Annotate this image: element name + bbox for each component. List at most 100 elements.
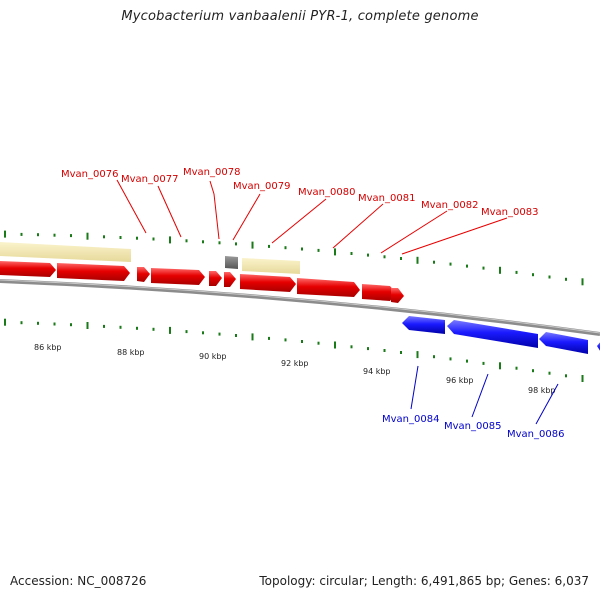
upper-tick-track <box>4 230 584 286</box>
gene-label-mvan-0079[interactable]: Mvan_0079 <box>233 181 290 192</box>
minor-tick <box>301 247 303 251</box>
kbp-scale-labels: 86 kbp 88 kbp 90 kbp 92 kbp 94 kbp 96 kb… <box>34 343 556 395</box>
callout-line <box>213 193 220 240</box>
minor-tick <box>515 366 518 370</box>
minor-tick <box>383 255 386 259</box>
other-feature-track <box>0 242 300 274</box>
gene-label-mvan-0086[interactable]: Mvan_0086 <box>507 429 564 440</box>
callout-line <box>332 203 384 249</box>
minor-tick <box>70 234 72 238</box>
gene-label-mvan-0084[interactable]: Mvan_0084 <box>382 414 439 425</box>
forward-gene-arrow[interactable] <box>297 278 360 297</box>
minor-tick <box>53 233 56 237</box>
minor-tick <box>565 374 567 378</box>
minor-tick <box>433 355 435 359</box>
accession-label: Accession: NC_008726 <box>10 574 147 588</box>
minor-tick <box>350 345 353 349</box>
minor-tick <box>70 323 72 327</box>
gene-label-mvan-0078[interactable]: Mvan_0078 <box>183 167 240 178</box>
gene-label-mvan-0081[interactable]: Mvan_0081 <box>358 193 415 204</box>
callout-line <box>271 198 327 244</box>
forward-gene-arrow[interactable] <box>209 271 222 286</box>
feature-block[interactable] <box>242 258 300 274</box>
callout-line <box>380 210 448 254</box>
forward-gene-arrow[interactable] <box>362 284 396 301</box>
genome-backbone-highlight <box>0 279 600 334</box>
major-tick <box>499 266 501 274</box>
minor-tick <box>482 266 485 270</box>
gene-label-mvan-0076[interactable]: Mvan_0076 <box>61 169 118 180</box>
minor-tick <box>449 357 452 361</box>
major-tick <box>169 326 171 334</box>
callout-line <box>116 179 147 234</box>
minor-tick <box>185 239 188 243</box>
minor-tick <box>103 324 105 328</box>
minor-tick <box>482 361 485 365</box>
forward-gene-arrow[interactable] <box>57 263 130 281</box>
minor-tick <box>202 331 204 335</box>
reverse-gene-arrow[interactable] <box>539 332 588 354</box>
minor-tick <box>235 334 237 337</box>
forward-gene-arrow[interactable] <box>240 274 296 292</box>
minor-tick <box>548 371 551 375</box>
minor-tick <box>268 244 270 248</box>
callout-line <box>232 193 261 241</box>
forward-gene-arrow[interactable] <box>391 288 404 303</box>
minor-tick <box>53 322 56 326</box>
minor-tick <box>548 275 551 279</box>
minor-tick <box>466 264 468 268</box>
major-tick <box>334 341 336 349</box>
major-tick <box>581 375 584 382</box>
feature-block[interactable] <box>0 242 131 262</box>
minor-tick <box>152 327 155 331</box>
reverse-gene-arrow[interactable] <box>447 320 538 348</box>
minor-tick <box>284 246 287 250</box>
rna-feature-block[interactable] <box>225 256 238 269</box>
major-tick <box>4 230 6 238</box>
minor-tick <box>350 252 353 255</box>
minor-tick <box>532 273 534 277</box>
major-tick <box>86 232 89 240</box>
reverse-gene-arrow[interactable] <box>402 316 445 334</box>
gene-label-mvan-0083[interactable]: Mvan_0083 <box>481 207 538 218</box>
minor-tick <box>37 233 39 237</box>
major-tick <box>251 241 254 249</box>
minor-tick <box>218 332 221 336</box>
minor-tick <box>449 262 452 266</box>
forward-gene-arrow[interactable] <box>224 272 236 287</box>
minor-tick <box>119 236 122 239</box>
major-tick <box>86 322 89 329</box>
reverse-gene-arrow[interactable] <box>597 340 600 356</box>
forward-gene-arrow[interactable] <box>137 267 150 282</box>
forward-gene-arrow[interactable] <box>151 268 205 285</box>
topology-label: Topology: circular; Length: 6,491,865 bp… <box>259 574 589 588</box>
minor-tick <box>119 325 122 329</box>
gene-label-mvan-0082[interactable]: Mvan_0082 <box>421 200 478 211</box>
major-tick <box>581 278 584 286</box>
minor-tick <box>235 242 237 246</box>
callout-line <box>209 180 215 195</box>
minor-tick <box>466 359 468 363</box>
kbp-label: 94 kbp <box>363 367 391 376</box>
minor-tick <box>565 277 567 281</box>
minor-tick <box>37 321 39 325</box>
kbp-label: 92 kbp <box>281 359 309 368</box>
gene-label-mvan-0085[interactable]: Mvan_0085 <box>444 421 501 432</box>
gene-label-mvan-0077[interactable]: Mvan_0077 <box>121 174 178 185</box>
kbp-label: 88 kbp <box>117 348 145 357</box>
major-tick <box>4 318 6 326</box>
callout-line <box>471 373 489 418</box>
minor-tick <box>218 241 221 245</box>
kbp-label: 96 kbp <box>446 376 474 385</box>
minor-tick <box>367 253 369 257</box>
forward-gene-track <box>0 261 404 303</box>
forward-gene-arrow[interactable] <box>0 261 56 277</box>
genome-backbone <box>0 279 600 336</box>
minor-tick <box>532 369 534 373</box>
major-tick <box>251 333 254 341</box>
gene-label-mvan-0080[interactable]: Mvan_0080 <box>298 187 355 198</box>
lower-tick-track <box>4 318 584 382</box>
minor-tick <box>268 336 270 340</box>
minor-tick <box>20 232 23 236</box>
